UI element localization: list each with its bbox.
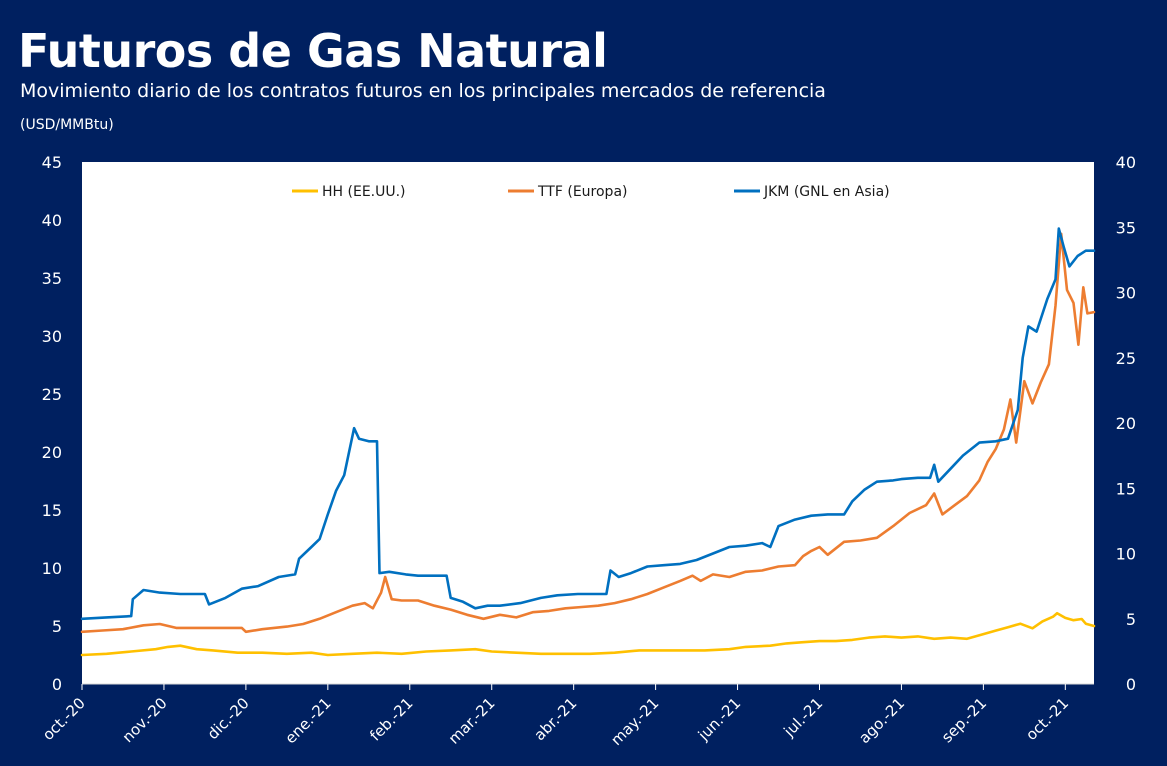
x-axis: oct.-20 nov.-20 dic.-20 ene.-21 feb.-21 mar.-… <box>39 683 1094 749</box>
legend-label-jkm: JKM (GNL en Asia) <box>763 184 890 200</box>
right-tick-label: 20 <box>1116 414 1136 433</box>
left-tick-label: 0 <box>52 675 62 694</box>
left-tick-label: 45 <box>42 153 62 172</box>
x-tick-label: jul.-21 <box>780 694 827 741</box>
right-tick-label: 35 <box>1116 218 1136 237</box>
chart-subtitle: Movimiento diario de los contratos futur… <box>20 80 826 102</box>
series-line-hh <box>80 611 1096 657</box>
x-tick-label: mar.-21 <box>445 694 499 748</box>
left-tick-label: 30 <box>42 327 62 346</box>
x-tick-label: abr.-21 <box>530 694 580 744</box>
x-tick-label: dic.-20 <box>204 694 253 743</box>
legend: HH (EE.UU.) TTF (Europa) JKM (GNL en Asia) <box>292 184 890 200</box>
x-tick-label: jun.-21 <box>694 694 745 745</box>
left-tick-label: 5 <box>52 617 62 636</box>
legend-label-hh: HH (EE.UU.) <box>322 184 406 200</box>
x-tick-label: oct.-21 <box>1022 694 1072 744</box>
x-tick-label: sep.-21 <box>938 694 990 746</box>
right-tick-label: 40 <box>1116 153 1136 172</box>
right-tick-label: 0 <box>1126 675 1136 694</box>
left-tick-label: 15 <box>42 501 62 520</box>
right-tick-label: 25 <box>1116 349 1136 368</box>
plot-area <box>82 162 1094 684</box>
legend-label-ttf: TTF (Europa) <box>537 184 627 200</box>
unit-label: (USD/MMBtu) <box>20 117 114 133</box>
x-tick-label: nov.-20 <box>119 694 171 746</box>
left-tick-label: 35 <box>42 269 62 288</box>
right-axis: 0 5 10 15 20 25 30 35 40 <box>1116 153 1136 694</box>
x-tick-label: ene.-21 <box>281 694 334 747</box>
right-tick-label: 10 <box>1116 545 1136 564</box>
x-tick-label: may.-21 <box>607 694 662 749</box>
left-axis: 0 5 10 15 20 25 30 35 40 45 <box>42 153 62 694</box>
series-line-jkm <box>80 227 1096 621</box>
left-tick-label: 10 <box>42 559 62 578</box>
x-tick-label: oct.-20 <box>39 694 89 744</box>
right-tick-label: 30 <box>1116 284 1136 303</box>
x-tick-label: ago.-21 <box>855 694 908 747</box>
left-tick-label: 20 <box>42 443 62 462</box>
x-tick-label: feb.-21 <box>366 694 416 744</box>
right-tick-label: 5 <box>1126 610 1136 629</box>
series-line-ttf <box>80 232 1096 634</box>
right-tick-label: 15 <box>1116 479 1136 498</box>
chart-title: Futuros de Gas Natural <box>18 24 608 78</box>
left-tick-label: 25 <box>42 385 62 404</box>
left-tick-label: 40 <box>42 211 62 230</box>
series-layer <box>80 227 1096 657</box>
